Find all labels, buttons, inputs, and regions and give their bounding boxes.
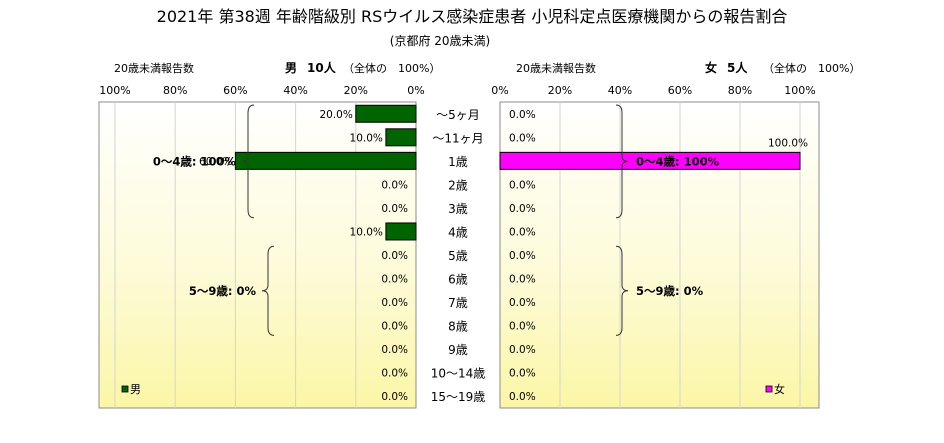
female-legend-swatch (765, 385, 773, 393)
female-data-label: 0.0% (509, 203, 536, 215)
male-series-title: 男 (285, 61, 297, 75)
category-label: ～11ヶ月 (432, 131, 483, 145)
legend: 男女 (121, 382, 785, 396)
male-data-label: 0.0% (381, 368, 408, 380)
male-data-label: 0.0% (381, 297, 408, 309)
male-data-label: 10.0% (350, 132, 383, 144)
female-data-label: 0.0% (509, 368, 536, 380)
female-data-label: 100.0% (768, 137, 808, 149)
male-data-label: 10.0% (350, 226, 383, 238)
category-labels: ～5ヶ月 ～11ヶ月 1歳 2歳 3歳 4歳 5歳 6歳 7歳 8歳 9歳 10～14歳 15～19歳 (431, 108, 486, 404)
male-count: 10人 (307, 60, 337, 75)
axis-tick-labels: 100% 80% 60% 40% 20% 0% 0% 20% 40% 60% 80% 100% (99, 84, 815, 97)
category-label: 8歳 (448, 320, 468, 334)
female-x-tick-label: 20% (548, 84, 572, 97)
female-data-label: 0.0% (509, 297, 536, 309)
chart-title: 2021年 第38週 年齢階級別 RSウイルス感染症患者 小児科定点医療機関から… (157, 7, 788, 26)
male-report-label: 20歳未満報告数 (114, 62, 194, 75)
male-data-label: 60.0% (199, 156, 232, 168)
male-group-label: 0～4歳: 100% (153, 154, 237, 168)
female-group-label: 5～9歳: 0% (636, 284, 704, 298)
male-x-tick-label: 80% (163, 84, 187, 97)
female-series-title: 女 (705, 60, 717, 75)
female-x-tick-label: 100% (784, 84, 815, 97)
chart-subtitle: (京都府 20歳未満) (390, 33, 490, 48)
female-group-label: 0～4歳: 100% (636, 154, 720, 168)
male-data-label: 0.0% (381, 250, 408, 262)
male-data-label: 0.0% (381, 274, 408, 286)
female-data-label: 0.0% (509, 132, 536, 144)
male-group-bracket (241, 104, 255, 219)
female-x-tick-label: 0% (491, 84, 508, 97)
male-x-tick-label: 40% (283, 84, 307, 97)
category-label: 7歳 (448, 296, 468, 310)
male-x-tick-label: 60% (223, 84, 247, 97)
female-x-tick-label: 40% (608, 84, 632, 97)
male-data-label: 0.0% (381, 344, 408, 356)
male-bar (385, 128, 417, 147)
male-data-label: 0.0% (381, 391, 408, 403)
male-legend-label: 男 (130, 383, 141, 396)
male-x-tick-label: 100% (99, 84, 130, 97)
category-label: 6歳 (448, 273, 468, 287)
category-label: 5歳 (448, 249, 468, 263)
category-label: ～5ヶ月 (436, 108, 480, 122)
female-legend-label: 女 (774, 382, 785, 396)
female-data-label: 0.0% (509, 274, 536, 286)
category-label: 3歳 (448, 202, 468, 216)
male-plot-area (98, 101, 417, 409)
female-data-label: 0.0% (509, 391, 536, 403)
male-total-share: （全体の 100%） (343, 61, 440, 75)
male-data-label: 0.0% (381, 321, 408, 333)
data-labels: 20.0% 0.0% 10.0% 0.0% 60.0% 100.0% 0.0% 0.0% 0.0… (199, 109, 808, 403)
female-data-label: 0.0% (509, 179, 536, 191)
female-data-label: 0.0% (509, 250, 536, 262)
female-group-bracket (615, 245, 629, 336)
male-group-bracket (261, 245, 275, 336)
female-x-tick-label: 60% (668, 84, 692, 97)
female-count: 5人 (727, 60, 748, 75)
category-label: 2歳 (448, 178, 468, 192)
female-report-label: 20歳未満報告数 (516, 62, 596, 75)
male-bar (385, 222, 417, 241)
male-x-tick-label: 20% (344, 84, 368, 97)
category-label: 9歳 (448, 343, 468, 357)
age-group-brackets: 0～4歳: 100% 5～9歳: 0% 0～4歳: 100% 5～9歳: 0% (153, 104, 720, 336)
category-label: 1歳 (448, 155, 468, 169)
male-data-label: 0.0% (381, 179, 408, 191)
female-data-label: 0.0% (509, 344, 536, 356)
female-data-label: 0.0% (509, 226, 536, 238)
female-total-share: （全体の 100%） (763, 61, 860, 75)
male-group-label: 5～9歳: 0% (189, 284, 257, 298)
female-x-tick-label: 80% (728, 84, 752, 97)
female-data-label: 0.0% (509, 321, 536, 333)
male-data-label: 0.0% (381, 203, 408, 215)
female-bar (499, 151, 801, 170)
male-bar (234, 151, 417, 170)
male-legend-swatch (121, 385, 129, 393)
male-x-tick-label: 0% (407, 84, 424, 97)
female-group-bracket (615, 104, 629, 219)
male-bar (355, 104, 417, 123)
category-label: 4歳 (448, 225, 468, 239)
male-data-label: 20.0% (319, 109, 352, 121)
category-label: 10～14歳 (431, 367, 486, 381)
female-data-label: 0.0% (509, 109, 536, 121)
bars (234, 104, 801, 241)
category-label: 15～19歳 (431, 390, 486, 404)
